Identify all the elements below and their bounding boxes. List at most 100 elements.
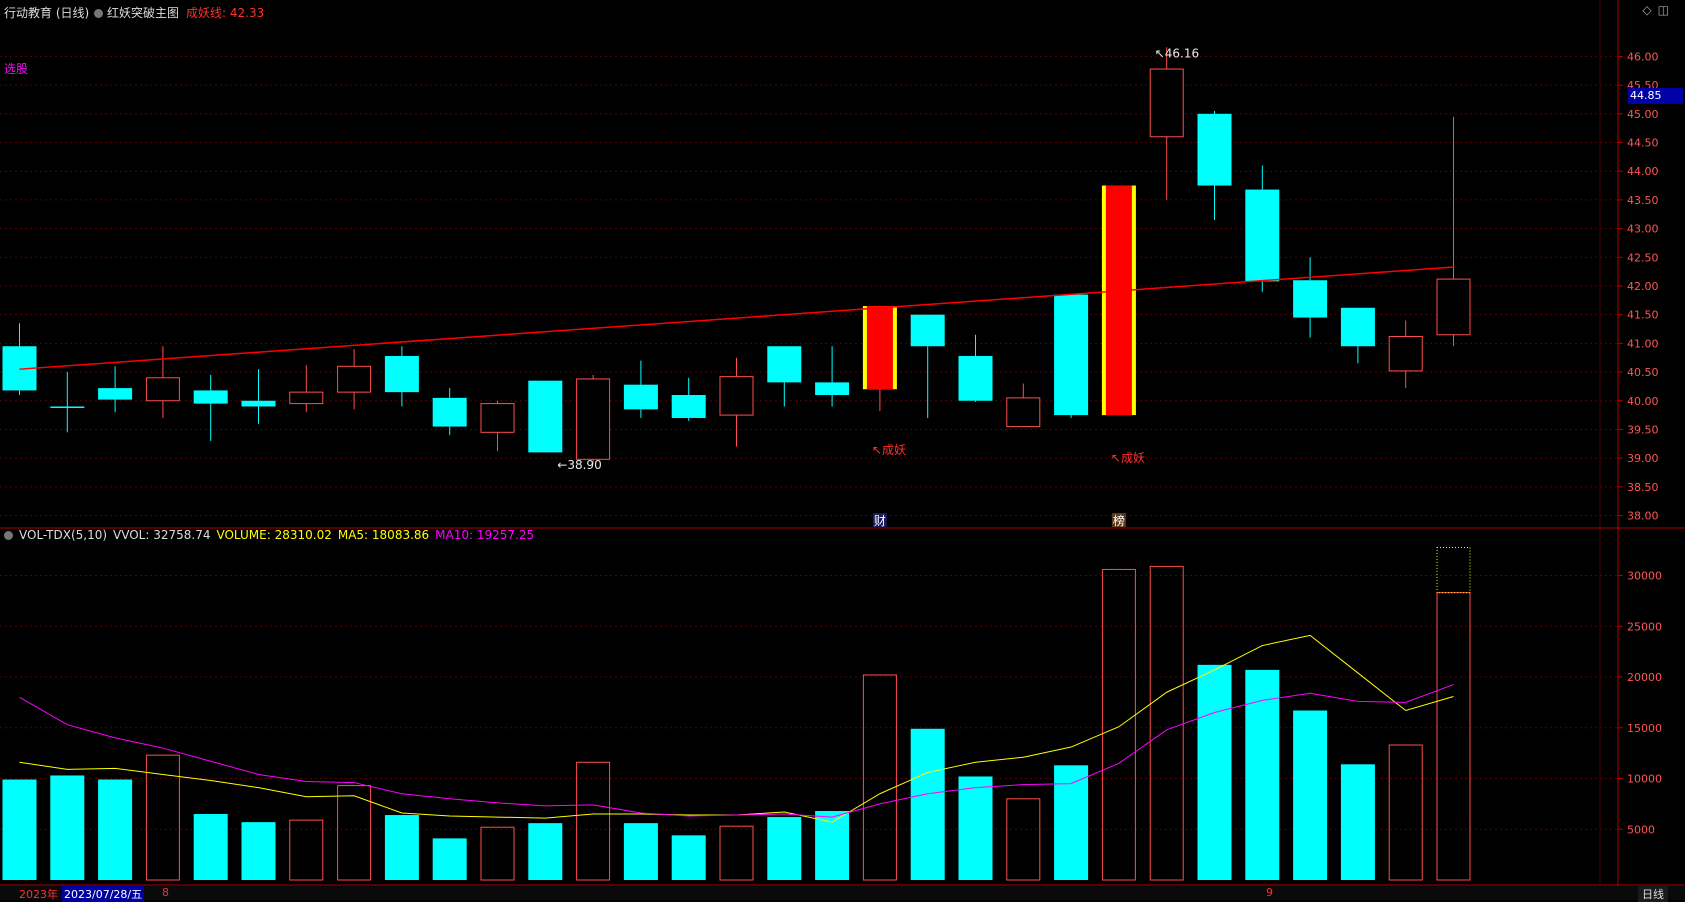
- yao-label-1: ↖成妖: [872, 443, 906, 457]
- price-tick-label: 46.00: [1627, 50, 1659, 63]
- volume-bar-down: [384, 815, 419, 880]
- ma10-value: MA10: 19257.25: [435, 528, 535, 542]
- date-year-label: 2023年: [19, 888, 58, 901]
- price-tick-label: 43.50: [1627, 194, 1659, 207]
- volume-bar-down: [98, 779, 133, 880]
- volume-bar-down: [767, 817, 802, 880]
- yao-candle-body: [1105, 185, 1132, 416]
- volume-bar-up: [145, 754, 180, 881]
- candle: [193, 374, 228, 441]
- candle-body-down: [623, 384, 658, 410]
- low-price-label: ←38.90: [557, 458, 601, 472]
- candle: [528, 380, 563, 453]
- candle-body-down: [910, 314, 945, 347]
- volume-bar-down: [671, 835, 706, 880]
- candle-body-down: [958, 355, 993, 401]
- month-8-label: 8: [162, 886, 169, 899]
- candle: [719, 357, 754, 447]
- price-tick-label: 44.00: [1627, 165, 1659, 178]
- candle: [1054, 294, 1089, 418]
- candle: [1006, 383, 1041, 428]
- volume-bar-down: [1245, 669, 1280, 880]
- candle: [767, 346, 802, 407]
- candle: [337, 349, 372, 410]
- price-tick-label: 39.50: [1627, 423, 1659, 436]
- candle-body-down: [1197, 113, 1232, 186]
- candle-body-down: [241, 400, 276, 407]
- price-tick-label: 41.00: [1627, 337, 1659, 350]
- maximize-icon[interactable]: ◫: [1657, 3, 1675, 17]
- volume-bar-down: [1340, 764, 1375, 880]
- price-tick-label: 44.50: [1627, 137, 1659, 150]
- price-tick-label: 38.50: [1627, 481, 1659, 494]
- price-tick-label: 39.00: [1627, 452, 1659, 465]
- window-controls[interactable]: ◇◫: [1642, 3, 1675, 17]
- candle-body-down: [528, 380, 563, 453]
- price-tick-label: 40.50: [1627, 366, 1659, 379]
- candle-body-down: [193, 390, 228, 404]
- candle: [145, 346, 180, 418]
- price-tick-label: 42.50: [1627, 251, 1659, 264]
- price-tick-label: 45.00: [1627, 108, 1659, 121]
- candle-body-down: [50, 406, 85, 408]
- price-tick-label: 38.00: [1627, 510, 1659, 523]
- candle-body-up: [1006, 397, 1041, 428]
- ma5-value: MA5: 18083.86: [337, 528, 430, 542]
- volume-bar-up: [1006, 798, 1041, 881]
- yao-candle-body: [866, 306, 893, 390]
- candle-body-up: [145, 377, 180, 402]
- indicator-name[interactable]: 红妖突破主图: [94, 4, 179, 21]
- candle: [480, 400, 515, 452]
- candle: [50, 372, 85, 433]
- volume-indicator-name: VOL-TDX(5,10): [19, 528, 108, 542]
- diamond-icon[interactable]: ◇: [1642, 3, 1658, 17]
- vvol-value: VVOL: 32758.74: [113, 528, 211, 542]
- price-tick-label: 41.50: [1627, 309, 1659, 322]
- candle-body-down: [671, 395, 706, 418]
- candle: [241, 369, 276, 424]
- candle: [815, 346, 850, 407]
- volume-bar-up: [1149, 565, 1184, 881]
- volume-tick-label: 5000: [1627, 823, 1655, 836]
- candle-body-down: [384, 355, 419, 393]
- candle: [1436, 116, 1471, 347]
- volume-ma10-line: [19, 684, 1454, 818]
- volume-settings-icon[interactable]: [4, 531, 13, 540]
- volume-bar-down: [623, 823, 658, 880]
- volume-bar-down: [50, 775, 85, 880]
- month-9-label: 9: [1266, 886, 1273, 899]
- volume-bar-up: [719, 825, 754, 881]
- candle: [1293, 257, 1328, 338]
- volume-bar-down: [910, 728, 945, 880]
- cursor-date-label: 2023/07/28/五: [62, 886, 145, 902]
- indicator-settings-icon[interactable]: [94, 9, 103, 18]
- vvol-projection: [1436, 547, 1471, 594]
- event-cai-bg: [872, 513, 887, 527]
- volume-bar-up: [289, 819, 324, 881]
- volume-tick-label: 10000: [1627, 773, 1662, 786]
- volume-bar-down: [528, 823, 563, 880]
- select-stock-label[interactable]: 选股: [4, 62, 29, 76]
- period-tab-daily[interactable]: 日线: [1638, 886, 1668, 902]
- candle: [1101, 185, 1136, 416]
- candle-body-up: [337, 365, 372, 393]
- candle: [576, 374, 611, 464]
- candle: [2, 323, 37, 396]
- candle-body-up: [1388, 335, 1423, 372]
- price-tick-label: 40.00: [1627, 395, 1659, 408]
- volume-header: VOL-TDX(5,10) VVOL: 32758.74 VOLUME: 28310…: [4, 528, 540, 542]
- volume-bar-up: [576, 761, 611, 881]
- volume-bar-down: [1293, 710, 1328, 880]
- high-price-label: ↖46.16: [1155, 46, 1199, 60]
- volume-bar-up: [1101, 568, 1136, 881]
- candle: [289, 365, 324, 413]
- candle: [1388, 320, 1423, 389]
- candle-body-up: [719, 376, 754, 416]
- candle: [910, 314, 945, 418]
- candle-body-up: [480, 403, 515, 433]
- volume-bar-up: [1436, 592, 1471, 881]
- volume-bar-down: [241, 822, 276, 880]
- event-bang-bg: [1111, 513, 1126, 527]
- volume-bar-up: [862, 674, 897, 881]
